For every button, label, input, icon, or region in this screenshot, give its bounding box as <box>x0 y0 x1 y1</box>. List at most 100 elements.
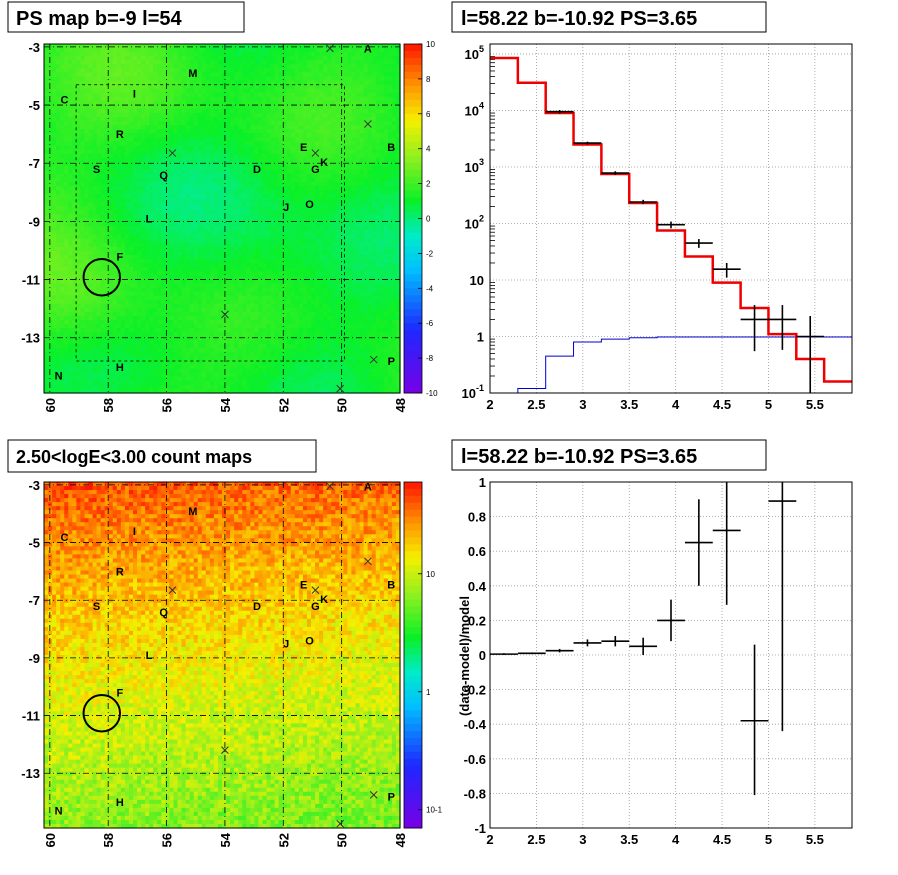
heatmap-cell <box>278 108 284 114</box>
heatmap-cell <box>88 177 94 183</box>
heatmap-cell <box>311 84 316 90</box>
heatmap-cell <box>387 165 393 171</box>
heatmap-cell <box>189 263 195 268</box>
heatmap-cell <box>375 246 381 252</box>
heatmap-cell <box>302 246 308 252</box>
heatmap-cell <box>222 141 227 147</box>
heatmap-cell <box>128 210 134 216</box>
heatmap-cell <box>347 72 353 78</box>
heatmap-cell <box>205 226 211 232</box>
heatmap-cell <box>72 234 77 240</box>
heatmap-cell <box>262 194 268 199</box>
heatmap-cell <box>133 259 138 264</box>
heatmap-cell <box>339 157 344 163</box>
heatmap-cell <box>149 141 154 147</box>
heatmap-cell <box>282 267 288 272</box>
heatmap-cell <box>387 64 393 69</box>
heatmap-cell <box>387 226 393 232</box>
heatmap-cell <box>246 68 251 74</box>
heatmap-cell <box>335 190 340 195</box>
heatmap-cell <box>250 206 255 211</box>
heatmap-cell <box>254 153 260 159</box>
heatmap-cell <box>363 190 369 195</box>
heatmap-cell <box>149 56 154 61</box>
heatmap-cell <box>185 226 191 232</box>
heatmap-cell <box>294 80 300 86</box>
heatmap-cell <box>141 259 146 264</box>
heatmap-cell <box>355 157 361 163</box>
heatmap-cell <box>302 112 308 118</box>
heatmap-cell <box>327 214 332 220</box>
heatmap-cell <box>104 230 110 236</box>
heatmap-cell <box>278 60 284 65</box>
heatmap-cell <box>56 214 61 220</box>
heatmap-cell <box>133 88 138 94</box>
heatmap-cell <box>137 250 142 256</box>
heatmap-cell <box>302 255 308 260</box>
heatmap-cell <box>56 206 61 211</box>
heatmap-cell <box>387 100 393 106</box>
heatmap-cell <box>56 44 61 49</box>
heatmap-cell <box>222 64 227 69</box>
heatmap-cell <box>250 68 255 74</box>
heatmap-cell <box>68 129 73 134</box>
heatmap-cell <box>302 202 308 207</box>
heatmap-cell <box>266 133 272 138</box>
heatmap-cell <box>128 238 134 244</box>
heatmap-cell <box>315 112 320 118</box>
heatmap-cell <box>56 246 61 252</box>
heatmap-cell <box>145 56 150 61</box>
heatmap-cell <box>137 271 142 276</box>
heatmap-cell <box>108 181 114 187</box>
heatmap-cell <box>133 246 138 252</box>
heatmap-cell <box>278 214 284 220</box>
heatmap-cell <box>153 133 158 138</box>
heatmap-cell <box>44 165 49 171</box>
heatmap-cell <box>112 153 118 159</box>
heatmap-cell <box>355 246 361 252</box>
heatmap-cell <box>274 242 280 248</box>
heatmap-cell <box>266 149 272 155</box>
heatmap-cell <box>359 210 365 216</box>
heatmap-cell <box>137 169 142 175</box>
heatmap-cell <box>262 68 268 74</box>
heatmap-cell <box>193 202 199 207</box>
heatmap-cell <box>213 56 219 61</box>
heatmap-cell <box>141 121 146 126</box>
heatmap-cell <box>298 214 304 220</box>
heatmap-cell <box>80 226 86 232</box>
heatmap-cell <box>100 157 106 163</box>
heatmap-cell <box>64 234 69 240</box>
heatmap-cell <box>68 48 73 53</box>
heatmap-cell <box>387 108 393 114</box>
heatmap-cell <box>124 202 130 207</box>
heatmap-cell <box>282 76 288 82</box>
heatmap-cell <box>306 84 312 90</box>
heatmap-cell <box>319 238 324 244</box>
heatmap-cell <box>282 234 288 240</box>
heatmap-cell <box>177 80 183 86</box>
heatmap-cell <box>72 117 77 122</box>
heatmap-cell <box>290 149 296 155</box>
heatmap-cell <box>222 92 227 98</box>
heatmap-cell <box>80 121 86 126</box>
heatmap-cell <box>234 271 239 276</box>
heatmap-cell <box>153 60 158 65</box>
heatmap-cell <box>286 194 292 199</box>
heatmap-cell <box>246 76 251 82</box>
heatmap-cell <box>128 133 134 138</box>
heatmap-cell <box>149 259 154 264</box>
heatmap-cell <box>133 210 138 216</box>
heatmap-cell <box>383 108 389 114</box>
heatmap-cell <box>72 198 77 203</box>
heatmap-cell <box>250 198 255 203</box>
heatmap-cell <box>290 121 296 126</box>
heatmap-cell <box>391 52 397 57</box>
heatmap-cell <box>311 250 316 256</box>
heatmap-cell <box>274 60 280 65</box>
heatmap-cell <box>347 48 353 53</box>
heatmap-cell <box>173 222 179 228</box>
heatmap-cell <box>363 169 369 175</box>
heatmap-cell <box>213 242 219 248</box>
heatmap-cell <box>141 165 146 171</box>
